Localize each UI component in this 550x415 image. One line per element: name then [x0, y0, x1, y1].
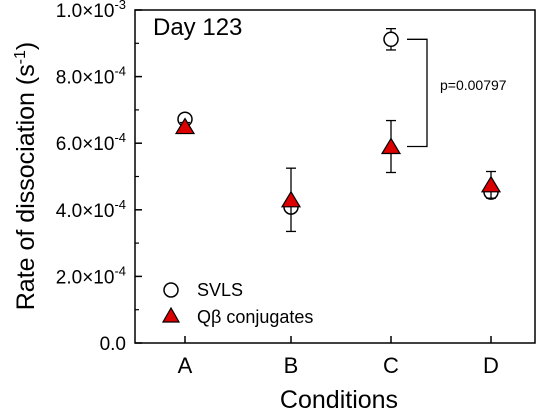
legend-marker-qb: [161, 306, 181, 323]
y-tick-label-exp: -4: [114, 197, 126, 212]
legend-label-svls: SVLS: [197, 280, 243, 300]
x-tick-label: B: [284, 353, 299, 378]
data-markers: [174, 27, 502, 233]
y-tick-label: 2.0×10-4: [56, 263, 126, 288]
p-value-label: p=0.00797: [440, 77, 507, 93]
y-tick-label-base: 4.0×10: [56, 201, 115, 222]
legend-label-qb: Qβ conjugates: [197, 307, 313, 327]
y-axis: 0.02.0×10-44.0×10-46.0×10-48.0×10-41.0×1…: [56, 0, 142, 355]
qb-conjugate-point: [380, 137, 402, 155]
plot-frame: [134, 9, 536, 344]
qb-conjugate-point: [480, 175, 502, 193]
y-tick-label-base: 0.0: [100, 334, 126, 355]
y-axis-title-main: Rate of dissociation (s: [12, 64, 40, 310]
y-tick-label-base: 6.0×10: [56, 134, 115, 155]
annotations: p=0.00797: [407, 38, 507, 148]
chart-title: Day 123: [153, 14, 242, 41]
y-tick-label-exp: -4: [114, 263, 126, 278]
y-axis-title-sup: -1: [12, 50, 29, 64]
legend-marker-svls: [163, 282, 179, 298]
y-tick-label-base: 8.0×10: [56, 68, 115, 89]
y-axis-title: Rate of dissociation (s-1): [12, 42, 40, 311]
y-tick-label-exp: -3: [114, 0, 126, 12]
y-tick-label: 1.0×10-3: [56, 0, 126, 22]
x-tick-label: D: [483, 353, 499, 378]
y-tick-label: 4.0×10-4: [56, 197, 126, 222]
y-tick-label-exp: -4: [114, 64, 126, 79]
y-axis-title-close: ): [12, 42, 40, 50]
y-tick-label: 0.0: [100, 334, 126, 355]
x-axis-title: Conditions: [280, 386, 398, 414]
x-tick-label: A: [178, 353, 193, 378]
x-tick-label: C: [383, 353, 399, 378]
y-tick-label-base: 1.0×10: [56, 1, 115, 22]
y-tick-label-base: 2.0×10: [56, 267, 115, 288]
qb-conjugate-point: [280, 190, 302, 208]
svls-point: [383, 31, 399, 48]
y-tick-label: 8.0×10-4: [56, 64, 126, 89]
y-tick-label: 6.0×10-4: [56, 130, 126, 155]
x-axis: A B C D: [178, 336, 499, 378]
y-tick-label-exp: -4: [114, 130, 126, 145]
plot-area: [134, 9, 536, 344]
legend: SVLS Qβ conjugates: [161, 280, 313, 327]
qb-conjugate-point: [174, 117, 196, 135]
significance-bracket: [407, 38, 428, 148]
